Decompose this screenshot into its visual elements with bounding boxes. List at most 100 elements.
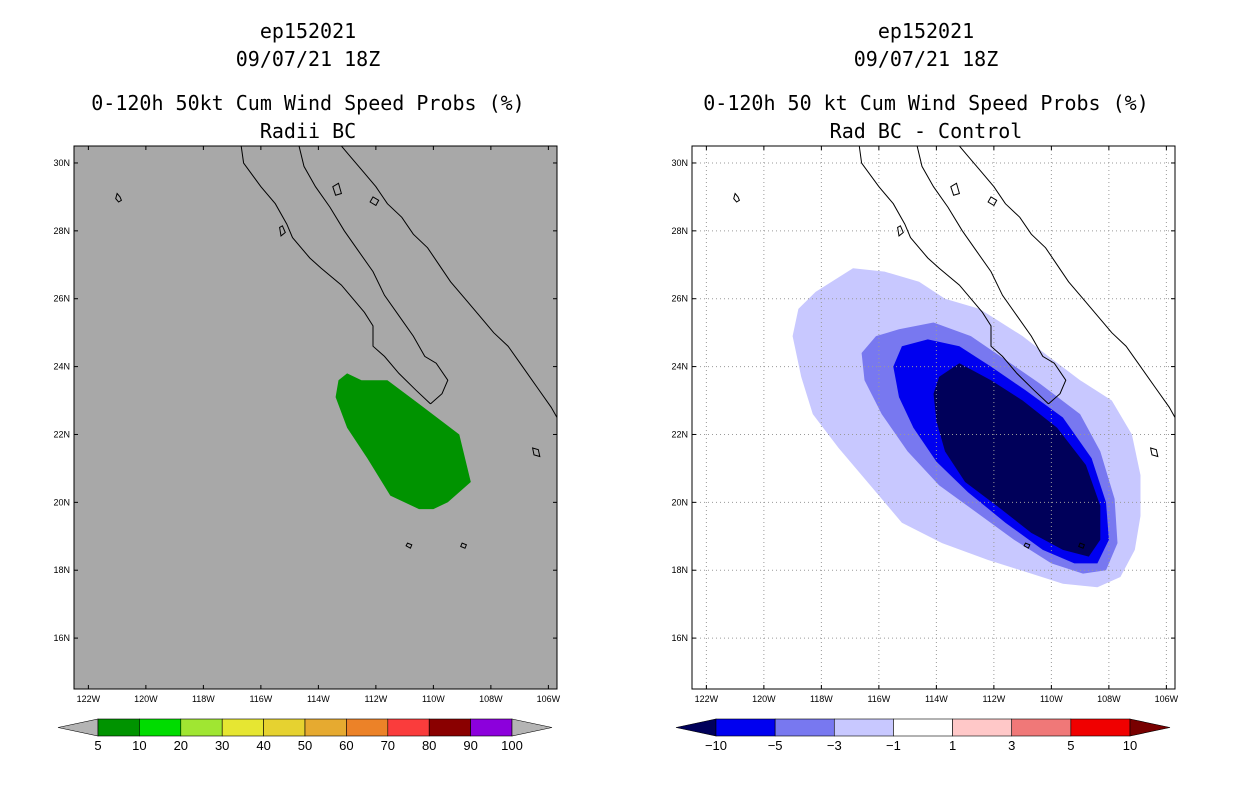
colorbar-label: 10	[132, 738, 146, 753]
map-plot-area	[692, 146, 1175, 689]
forecast-datetime: 09/07/21 18Z	[854, 47, 999, 71]
colorbar-box	[180, 718, 223, 737]
chart-subtitle: Radii BC	[260, 119, 356, 143]
colorbar-box	[263, 718, 306, 737]
colorbar-box	[387, 718, 430, 737]
island-outline	[950, 182, 961, 196]
x-tick-label: 106W	[1155, 694, 1179, 704]
colorbar-label: −1	[886, 738, 901, 753]
colorbar-label: 40	[256, 738, 270, 753]
colorbar-label: −3	[827, 738, 842, 753]
colorbar-box	[346, 718, 389, 737]
x-tick-label: 114W	[925, 694, 948, 704]
y-tick-label: 20N	[671, 497, 688, 507]
colorbar-box	[97, 718, 140, 737]
colorbar-label: 50	[298, 738, 312, 753]
coastline-baja-gulf	[916, 146, 1067, 405]
colorbar-box	[1011, 718, 1072, 737]
colorbar-low-triangle	[675, 718, 717, 737]
x-tick-label: 116W	[249, 694, 272, 704]
storm-id: ep152021	[260, 19, 356, 43]
colorbar-label: −5	[768, 738, 783, 753]
chart-title: 0-120h 50 kt Cum Wind Speed Probs (%)	[703, 91, 1149, 115]
y-tick-label: 18N	[53, 565, 70, 575]
y-tick-label: 26N	[53, 294, 70, 304]
colorbar-box	[139, 718, 182, 737]
x-tick-label: 120W	[134, 694, 158, 704]
island-outline	[531, 447, 541, 458]
x-tick-label: 116W	[867, 694, 890, 704]
map-frame	[73, 145, 558, 690]
island-outline	[1023, 542, 1031, 549]
x-tick-label: 114W	[307, 694, 330, 704]
colorbar-label: 60	[339, 738, 353, 753]
island-outline	[897, 225, 904, 237]
colorbar-high-triangle	[511, 718, 553, 737]
x-tick-label: 112W	[982, 694, 1005, 704]
y-tick-label: 20N	[53, 497, 70, 507]
colorbar-box	[221, 718, 264, 737]
x-tick-label: 108W	[1097, 694, 1121, 704]
coastline-baja-pacific	[858, 146, 1049, 405]
x-tick-label: 122W	[77, 694, 101, 704]
y-tick-label: 24N	[53, 362, 70, 372]
island-outline	[279, 225, 286, 237]
colorbar-high-triangle	[1129, 718, 1171, 737]
island-outline	[1078, 542, 1086, 549]
coastline-baja-gulf	[298, 146, 449, 405]
y-tick-label: 18N	[671, 565, 688, 575]
colorbar-label: 100	[501, 738, 523, 753]
colorbar-label: 80	[422, 738, 436, 753]
colorbar-box	[833, 718, 894, 737]
y-tick-label: 24N	[671, 362, 688, 372]
island-outline	[460, 542, 468, 549]
probability-map-panel: ep152021 09/07/21 18Z 0-120h 50kt Cum Wi…	[53, 19, 560, 753]
colorbar-low-triangle	[57, 718, 99, 737]
colorbar-box	[774, 718, 835, 737]
contour-region	[933, 363, 1101, 557]
colorbar-label: 1	[949, 738, 956, 753]
x-tick-label: 106W	[537, 694, 561, 704]
island-outline	[332, 182, 343, 196]
island-outline	[115, 192, 123, 203]
island-outline	[369, 196, 380, 207]
x-tick-label: 110W	[422, 694, 445, 704]
island-outline	[987, 196, 998, 207]
colorbar-label: −10	[705, 738, 727, 753]
island-outline	[1149, 447, 1159, 458]
colorbar-box	[304, 718, 347, 737]
coastline-mainland	[958, 146, 1175, 418]
colorbar-box	[470, 718, 513, 737]
colorbar-box	[893, 718, 953, 737]
y-tick-label: 28N	[53, 226, 70, 236]
storm-id: ep152021	[878, 19, 974, 43]
colorbar: −10 −5 −3 −1 1 3 5 10	[675, 718, 1171, 753]
island-outline	[733, 192, 741, 203]
island-outline	[405, 542, 413, 549]
forecast-datetime: 09/07/21 18Z	[236, 47, 381, 71]
colorbar-label: 70	[381, 738, 395, 753]
y-tick-label: 16N	[53, 633, 70, 643]
coastline-baja-pacific	[240, 146, 431, 405]
colorbar-label: 10	[1123, 738, 1137, 753]
map-plot-area	[115, 146, 557, 549]
y-tick-label: 30N	[671, 158, 688, 168]
y-tick-label: 26N	[671, 294, 688, 304]
colorbar-box	[1070, 718, 1131, 737]
colorbar-label: 30	[215, 738, 229, 753]
difference-map-panel: ep152021 09/07/21 18Z 0-120h 50 kt Cum W…	[671, 19, 1178, 753]
y-tick-label: 28N	[671, 226, 688, 236]
y-tick-label: 16N	[671, 633, 688, 643]
coastline-mainland	[340, 146, 557, 418]
colorbar-label: 5	[94, 738, 101, 753]
map-background	[74, 146, 557, 689]
y-tick-label: 22N	[53, 429, 70, 439]
colorbar-label: 3	[1008, 738, 1015, 753]
chart-subtitle: Rad BC - Control	[830, 119, 1023, 143]
colorbar-box	[952, 718, 1013, 737]
colorbar-label: 20	[174, 738, 188, 753]
colorbar-box	[428, 718, 471, 737]
x-tick-label: 110W	[1040, 694, 1063, 704]
colorbar-label: 90	[463, 738, 477, 753]
